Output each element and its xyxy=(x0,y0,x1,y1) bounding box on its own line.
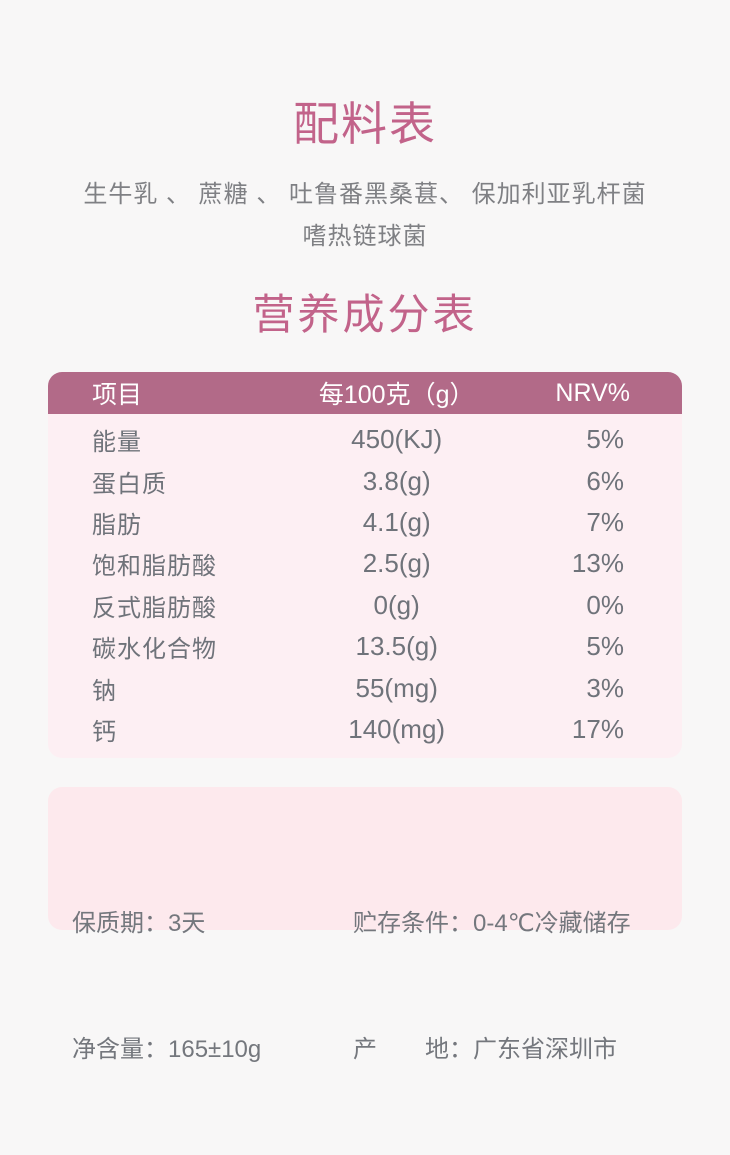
table-body: 能量 450(KJ) 5% 蛋白质 3.8(g) 6% 脂肪 4.1(g) 7%… xyxy=(48,414,682,759)
nutrition-facts-title: 营养成分表 xyxy=(252,291,478,338)
row-nrv: 13% xyxy=(571,548,624,579)
row-value: 4.1(g) xyxy=(362,506,431,537)
origin-text: 产 地：广东省深圳市 xyxy=(353,1036,617,1063)
row-item-label: 碳水化合物 xyxy=(92,636,217,664)
row-item-label: 反式脂肪酸 xyxy=(92,594,217,622)
table-row: 钙 140(mg) 17% xyxy=(48,709,682,750)
row-item-label: 蛋白质 xyxy=(92,470,167,498)
row-nrv: 5% xyxy=(586,631,624,662)
row-item-label: 饱和脂肪酸 xyxy=(92,553,217,581)
product-info-box: 保质期：3天 净含量：165±10g 贮存条件：0-4℃冷藏储存 产 地：广东省… xyxy=(48,787,682,1063)
ingredients-list: 生牛乳 、 蔗糖 、 吐鲁番黑桑葚、 保加利亚乳杆菌 嗜热链球菌 xyxy=(0,174,730,258)
ingredients-title: 配料表 xyxy=(293,98,437,150)
net-content-text: 净含量：165±10g xyxy=(72,1036,262,1063)
row-value: 13.5(g) xyxy=(355,631,438,662)
storage-conditions-text: 贮存条件：0-4℃冷藏储存 xyxy=(353,910,631,937)
row-value: 2.5(g) xyxy=(362,548,431,579)
table-row: 蛋白质 3.8(g) 6% xyxy=(48,460,682,501)
product-info-right-column: 贮存条件：0-4℃冷藏储存 产 地：广东省深圳市 xyxy=(353,819,631,1155)
table-row: 脂肪 4.1(g) 7% xyxy=(48,502,682,543)
header-cell-nrv: NRV% xyxy=(555,378,630,407)
row-item-label: 能量 xyxy=(92,429,142,457)
nutrition-table: 项目 每100克（g） NRV% 能量 450(KJ) 5% 蛋白质 3.8(g… xyxy=(48,372,682,759)
row-item-label: 钙 xyxy=(92,718,117,746)
header-cell-item: 项目 xyxy=(92,381,143,409)
header-cell-per100g: 每100克（g） xyxy=(318,381,475,409)
row-nrv: 5% xyxy=(586,424,624,455)
row-value: 0(g) xyxy=(373,589,420,620)
table-header-row: 项目 每100克（g） NRV% xyxy=(48,372,682,414)
row-nrv: 3% xyxy=(586,672,624,703)
table-row: 碳水化合物 13.5(g) 5% xyxy=(48,626,682,667)
row-value: 140(mg) xyxy=(348,713,446,744)
row-nrv: 7% xyxy=(586,506,624,537)
product-info-left-column: 保质期：3天 净含量：165±10g xyxy=(72,819,261,1155)
row-nrv: 17% xyxy=(571,713,624,744)
table-row: 反式脂肪酸 0(g) 0% xyxy=(48,585,682,626)
row-item-label: 钠 xyxy=(92,677,117,705)
row-value: 3.8(g) xyxy=(362,465,431,496)
row-item-label: 脂肪 xyxy=(92,511,142,539)
ingredients-line-2: 嗜热链球菌 xyxy=(302,223,428,250)
table-row: 能量 450(KJ) 5% xyxy=(48,419,682,460)
row-nrv: 0% xyxy=(586,589,624,620)
ingredients-line-1: 生牛乳 、 蔗糖 、 吐鲁番黑桑葚、 保加利亚乳杆菌 xyxy=(83,181,647,208)
shelf-life-text: 保质期：3天 xyxy=(72,910,206,937)
row-nrv: 6% xyxy=(586,465,624,496)
table-row: 饱和脂肪酸 2.5(g) 13% xyxy=(48,543,682,584)
row-value: 450(KJ) xyxy=(351,424,443,455)
table-row: 钠 55(mg) 3% xyxy=(48,667,682,708)
row-value: 55(mg) xyxy=(355,672,438,703)
